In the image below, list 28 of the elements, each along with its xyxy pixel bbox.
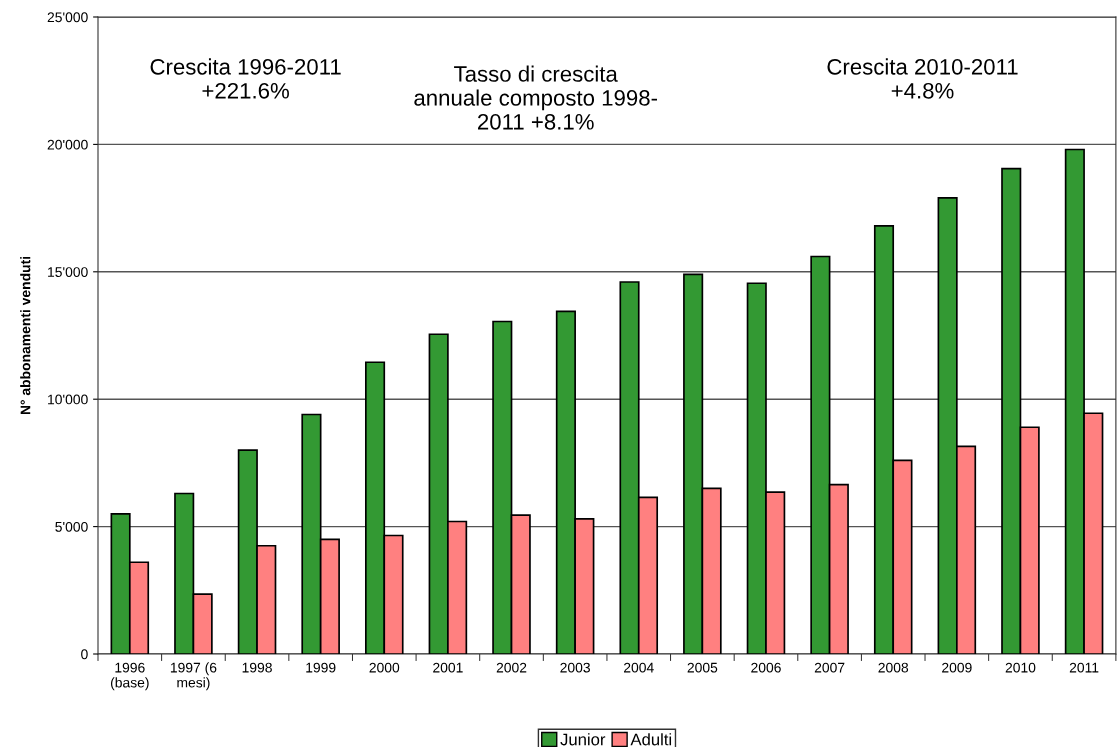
x-tick-label: 1997 (6 mesi): [170, 662, 217, 691]
x-tick-label: 2011: [1069, 662, 1099, 673]
annotation: Crescita 1996-2011 +221.6%: [150, 58, 341, 99]
legend-label: Adulti: [630, 733, 672, 746]
x-tick-label: 2008: [878, 662, 909, 673]
x-tick-label: 1999: [306, 662, 336, 673]
y-axis-title: N° abbonamenti venduti: [20, 256, 31, 415]
x-tick-label: 2009: [942, 662, 972, 673]
x-tick-label: 2002: [496, 662, 527, 673]
y-tick-label: 0: [81, 649, 88, 660]
x-tick-label: 2010: [1005, 662, 1036, 673]
annotation: Tasso di crescita annuale composto 1998- 2011 +8.1%: [414, 65, 658, 130]
x-tick-label: 1998: [242, 662, 272, 673]
x-tick-label: 2003: [560, 662, 590, 673]
x-tick-label: 2007: [814, 662, 845, 673]
y-tick-label: 10'000: [48, 394, 88, 405]
annotation: Crescita 2010-2011 +4.8%: [827, 58, 1018, 99]
x-tick-label: 2004: [624, 662, 654, 673]
x-tick-label: 1996 (base): [110, 662, 149, 691]
y-tick-label: 15'000: [48, 267, 88, 277]
x-tick-label: 2006: [751, 662, 781, 673]
x-tick-label: 2000: [369, 662, 400, 673]
x-tick-label: 2001: [433, 662, 463, 673]
y-tick-label: 20'000: [47, 139, 88, 150]
y-tick-label: 25'000: [47, 12, 88, 23]
y-tick-label: 5'000: [55, 521, 88, 532]
legend-label: Junior: [560, 733, 606, 746]
x-tick-label: 2005: [687, 662, 718, 673]
